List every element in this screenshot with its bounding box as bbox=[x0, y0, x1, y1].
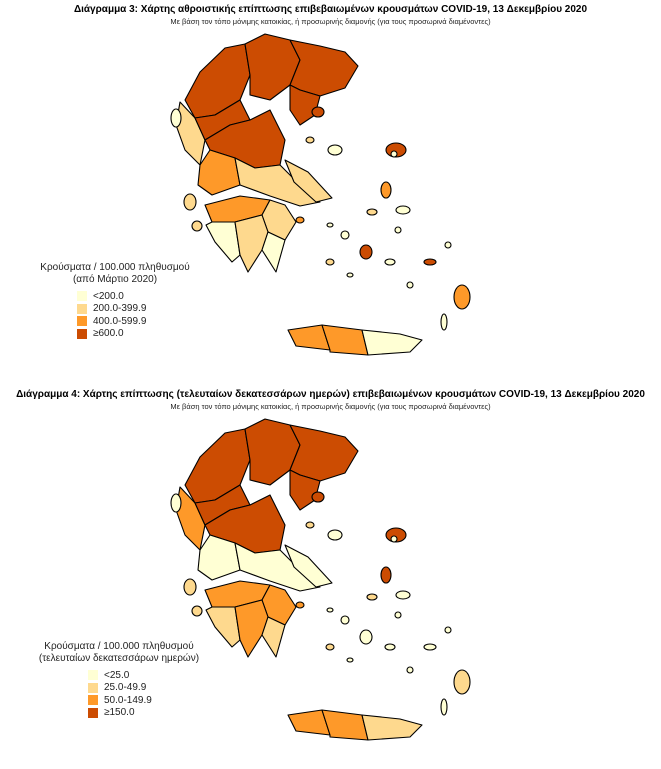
legend-label: ≥600.0 bbox=[93, 328, 124, 340]
legend-entry: <25.0 bbox=[88, 669, 224, 682]
map2-legend: Κρούσματα / 100.000 πληθυσμού (τελευταίω… bbox=[14, 641, 224, 719]
island-region bbox=[295, 601, 305, 609]
island-region bbox=[359, 629, 373, 645]
map1-legend-subtitle: (από Μάρτιο 2020) bbox=[72, 274, 158, 285]
island-region bbox=[423, 643, 437, 651]
legend-entry: 50.0-149.9 bbox=[88, 694, 224, 707]
island-region bbox=[380, 181, 392, 199]
legend-swatch bbox=[77, 291, 87, 302]
legend-entry: 200.0-399.9 bbox=[77, 303, 200, 316]
island-region bbox=[305, 521, 315, 529]
legend-entry: ≥600.0 bbox=[77, 328, 200, 341]
region-crete-e bbox=[361, 329, 423, 356]
legend-swatch bbox=[88, 670, 98, 681]
island-region bbox=[384, 258, 396, 266]
legend-label: 200.0-399.9 bbox=[93, 303, 147, 315]
island-region bbox=[394, 611, 402, 619]
region-laconia bbox=[261, 231, 286, 273]
island-region bbox=[453, 669, 471, 695]
region-central-greece bbox=[234, 542, 321, 592]
map2-subtitle: Με βάση τον τόπο μόνιμης κατοικίας, ή πρ… bbox=[170, 402, 491, 411]
island-region bbox=[444, 241, 452, 249]
map1-legend-title: Κρούσματα / 100.000 πληθυσμού bbox=[40, 262, 190, 273]
region-arcadia bbox=[234, 599, 269, 658]
island-region bbox=[359, 244, 373, 260]
island-region bbox=[340, 230, 350, 240]
legend-entry: <200.0 bbox=[77, 290, 200, 303]
island-region bbox=[191, 605, 203, 617]
legend-swatch bbox=[88, 707, 98, 718]
legend-entry: 400.0-599.9 bbox=[77, 315, 200, 328]
island-region bbox=[327, 144, 343, 156]
legend-entry: ≥150.0 bbox=[88, 707, 224, 720]
region-laconia bbox=[261, 616, 286, 658]
region-arcadia bbox=[234, 214, 269, 273]
island-region bbox=[395, 590, 411, 600]
island-region bbox=[366, 593, 378, 601]
island-region bbox=[346, 657, 354, 663]
island-region bbox=[406, 666, 414, 674]
region-macedonia-e bbox=[289, 424, 359, 482]
island-region bbox=[170, 108, 182, 128]
island-region bbox=[325, 643, 335, 651]
map2-header: Διάγραμμα 4: Χάρτης επίπτωσης (τελευταίω… bbox=[0, 389, 661, 412]
island-region bbox=[326, 607, 334, 613]
map1-title: Διάγραμμα 3: Χάρτης αθροιστικής επίπτωση… bbox=[73, 4, 588, 15]
island-region bbox=[305, 136, 315, 144]
island-region bbox=[366, 208, 378, 216]
legend-entry: 25.0-49.9 bbox=[88, 682, 224, 695]
island-region bbox=[311, 491, 325, 503]
legend-label: 25.0-49.9 bbox=[104, 682, 147, 694]
island-region bbox=[394, 226, 402, 234]
legend-swatch bbox=[77, 303, 87, 314]
map2-legend-subtitle: (τελευταίων δεκατεσσάρων ημερών) bbox=[38, 653, 200, 664]
island-region bbox=[440, 698, 448, 716]
region-macedonia-e bbox=[289, 39, 359, 97]
map1-header: Διάγραμμα 3: Χάρτης αθροιστικής επίπτωση… bbox=[0, 4, 661, 27]
legend-swatch bbox=[88, 695, 98, 706]
legend-swatch bbox=[88, 682, 98, 693]
map1-choropleth bbox=[170, 33, 471, 356]
island-region bbox=[183, 578, 197, 596]
region-euboea bbox=[284, 544, 333, 588]
map2-title: Διάγραμμα 4: Χάρτης επίπτωσης (τελευταίω… bbox=[16, 389, 645, 400]
legend-swatch bbox=[77, 316, 87, 327]
region-messinia bbox=[205, 221, 241, 263]
island-region bbox=[453, 284, 471, 310]
region-crete-c bbox=[321, 324, 369, 356]
island-region bbox=[440, 313, 448, 331]
region-central-greece bbox=[234, 157, 321, 207]
legend-label: 400.0-599.9 bbox=[93, 315, 147, 327]
region-euboea bbox=[284, 159, 333, 203]
legend-label: ≥150.0 bbox=[104, 707, 135, 719]
island-region bbox=[406, 281, 414, 289]
island-region bbox=[444, 626, 452, 634]
island-region bbox=[183, 193, 197, 211]
legend-label: 50.0-149.9 bbox=[104, 694, 152, 706]
map1-subtitle: Με βάση τον τόπο μόνιμης κατοικίας, ή πρ… bbox=[170, 17, 491, 26]
island-region bbox=[325, 258, 335, 266]
legend-label: <200.0 bbox=[93, 290, 124, 302]
island-region bbox=[340, 615, 350, 625]
island-region bbox=[390, 535, 398, 543]
island-region bbox=[191, 220, 203, 232]
island-region bbox=[326, 222, 334, 228]
island-region bbox=[384, 643, 396, 651]
island-region bbox=[346, 272, 354, 278]
island-region bbox=[423, 258, 437, 266]
map1-legend: Κρούσματα / 100.000 πληθυσμού (από Μάρτι… bbox=[30, 262, 200, 340]
island-region bbox=[395, 205, 411, 215]
legend-label: <25.0 bbox=[104, 669, 130, 681]
island-region bbox=[327, 529, 343, 541]
region-crete-e bbox=[361, 714, 423, 741]
map2-choropleth bbox=[170, 418, 471, 741]
region-crete-c bbox=[321, 709, 369, 741]
island-region bbox=[380, 566, 392, 584]
island-region bbox=[170, 493, 182, 513]
island-region bbox=[390, 150, 398, 158]
legend-swatch bbox=[77, 328, 87, 339]
island-region bbox=[311, 106, 325, 118]
map2-legend-title: Κρούσματα / 100.000 πληθυσμού bbox=[44, 641, 194, 652]
island-region bbox=[295, 216, 305, 224]
